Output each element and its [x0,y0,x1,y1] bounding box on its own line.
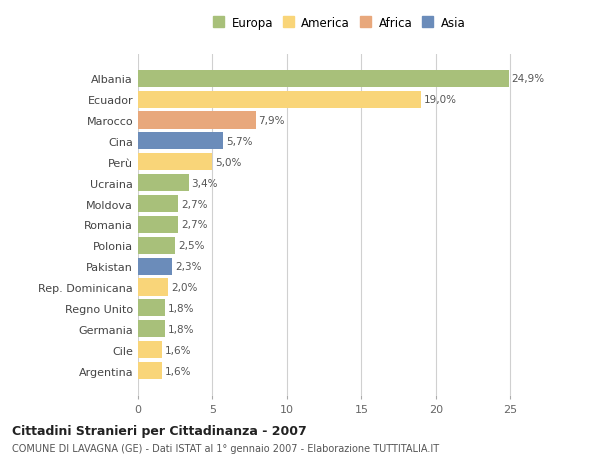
Bar [138,237,175,254]
Text: COMUNE DI LAVAGNA (GE) - Dati ISTAT al 1° gennaio 2007 - Elaborazione TUTTITALIA: COMUNE DI LAVAGNA (GE) - Dati ISTAT al 1… [12,443,439,453]
Legend: Europa, America, Africa, Asia: Europa, America, Africa, Asia [212,17,466,30]
Text: 2,7%: 2,7% [181,220,208,230]
Text: 5,7%: 5,7% [226,137,253,146]
Bar [138,91,421,108]
Bar [138,154,212,171]
Text: 19,0%: 19,0% [424,95,457,105]
Text: 2,0%: 2,0% [171,282,197,292]
Bar [138,196,178,213]
Bar [138,71,509,88]
Text: Cittadini Stranieri per Cittadinanza - 2007: Cittadini Stranieri per Cittadinanza - 2… [12,424,307,437]
Bar [138,341,162,358]
Bar [138,279,168,296]
Bar [138,216,178,234]
Text: 2,5%: 2,5% [178,241,205,251]
Bar [138,112,256,129]
Text: 1,8%: 1,8% [168,324,194,334]
Text: 5,0%: 5,0% [215,157,242,168]
Bar [138,300,165,317]
Text: 7,9%: 7,9% [259,116,285,126]
Text: 24,9%: 24,9% [512,74,545,84]
Bar [138,362,162,379]
Text: 1,6%: 1,6% [165,345,191,355]
Text: 1,8%: 1,8% [168,303,194,313]
Bar [138,320,165,338]
Bar [138,175,188,192]
Text: 3,4%: 3,4% [191,178,218,188]
Text: 2,7%: 2,7% [181,199,208,209]
Bar [138,133,223,150]
Text: 2,3%: 2,3% [175,262,202,272]
Text: 1,6%: 1,6% [165,366,191,376]
Bar [138,258,172,275]
